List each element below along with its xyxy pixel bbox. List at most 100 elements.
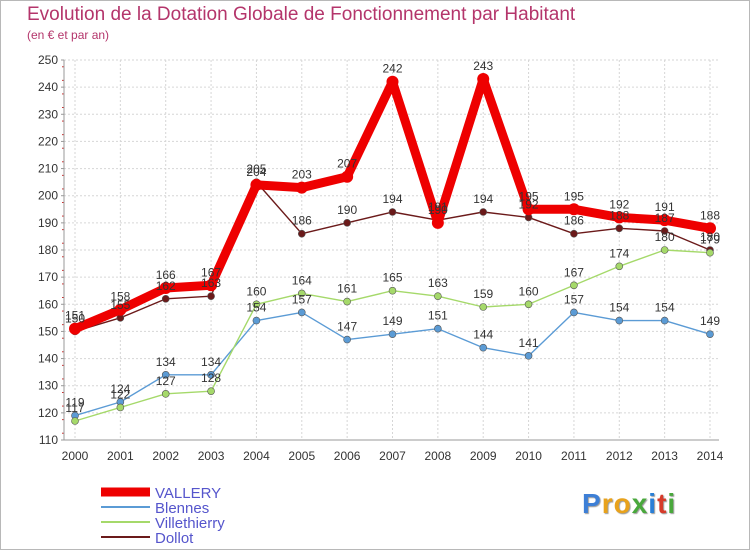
data-label-vallery: 167: [201, 265, 221, 279]
data-label-vallery: 191: [655, 200, 675, 214]
x-tick-label: 2012: [606, 449, 633, 463]
data-label-dollot: 180: [700, 230, 720, 244]
data-point-dollot: [570, 229, 578, 238]
data-label-blennes: 147: [337, 320, 357, 334]
data-label-blennes: 151: [428, 309, 448, 323]
logo-letter: r: [601, 488, 614, 519]
data-label-vallery: 151: [65, 309, 85, 323]
data-point-vallery: [431, 216, 444, 229]
data-label-dollot: 194: [473, 192, 493, 206]
data-point-dollot: [388, 208, 397, 216]
data-label-blennes: 154: [655, 301, 675, 315]
y-tick-label: 120: [38, 406, 58, 420]
data-point-blennes: [161, 371, 170, 379]
data-label-dollot: 188: [609, 208, 629, 222]
data-point-dollot: [479, 208, 488, 216]
y-tick-label: 230: [38, 107, 58, 121]
data-point-blennes: [434, 324, 442, 333]
data-point-villethierry: [388, 286, 397, 295]
data-point-villethierry: [706, 248, 714, 257]
data-point-vallery: [159, 282, 172, 294]
x-tick-label: 2005: [288, 449, 315, 463]
y-tick-label: 160: [38, 297, 58, 311]
legend-label-vallery: VALLERY: [155, 485, 221, 502]
data-point-vallery: [658, 214, 671, 227]
data-label-villethierry: 117: [65, 401, 84, 415]
x-tick-label: 2008: [425, 449, 452, 463]
data-point-villethierry: [71, 417, 79, 425]
x-tick-label: 2009: [470, 449, 497, 463]
x-tick-label: 2004: [243, 449, 270, 463]
data-label-blennes: 157: [564, 292, 584, 306]
y-tick-label: 250: [38, 53, 58, 67]
data-label-vallery: 243: [473, 59, 493, 73]
y-tick-label: 140: [38, 352, 58, 366]
y-tick-label: 200: [38, 189, 58, 203]
data-label-dollot: 150: [65, 311, 85, 325]
data-label-vallery: 192: [609, 197, 629, 211]
data-point-villethierry: [116, 403, 125, 412]
data-label-dollot: 186: [292, 214, 312, 228]
data-label-villethierry: 161: [337, 282, 357, 296]
data-label-vallery: 188: [700, 208, 720, 222]
data-point-blennes: [388, 330, 397, 338]
data-label-vallery: 204: [246, 165, 266, 179]
data-point-vallery: [205, 279, 218, 292]
x-tick-label: 2010: [515, 449, 542, 463]
data-label-vallery: 190: [428, 203, 448, 217]
data-label-blennes: 149: [700, 314, 720, 328]
data-label-blennes: 134: [156, 355, 176, 369]
data-point-dollot: [660, 227, 669, 235]
data-label-villethierry: 160: [246, 284, 266, 298]
data-label-villethierry: 160: [519, 284, 539, 298]
data-point-blennes: [570, 308, 578, 317]
data-point-blennes: [343, 335, 351, 344]
data-label-vallery: 166: [156, 268, 176, 282]
y-tick-label: 110: [39, 433, 58, 447]
logo-letter: x: [631, 488, 649, 519]
data-point-dollot: [343, 219, 351, 227]
data-label-blennes: 149: [382, 314, 402, 328]
data-label-villethierry: 174: [609, 246, 629, 260]
y-tick-label: 130: [38, 379, 58, 393]
x-tick-label: 2001: [107, 449, 134, 463]
y-tick-label: 210: [38, 162, 58, 176]
data-point-villethierry: [615, 262, 624, 271]
legend-label-dollot: Dollot: [155, 530, 194, 547]
data-point-vallery: [386, 75, 399, 88]
data-label-vallery: 158: [110, 290, 130, 304]
data-point-vallery: [567, 203, 580, 216]
data-label-vallery: 195: [564, 189, 584, 203]
data-label-vallery: 207: [337, 157, 357, 171]
legend-label-blennes: Blennes: [155, 500, 209, 517]
x-tick-label: 2014: [697, 449, 724, 463]
x-tick-label: 2013: [651, 449, 678, 463]
data-label-blennes: 119: [65, 396, 84, 410]
data-point-villethierry: [524, 300, 533, 309]
data-label-dollot: 194: [382, 192, 402, 206]
data-point-vallery: [69, 322, 81, 335]
data-label-blennes: 124: [110, 382, 130, 396]
data-label-vallery: 203: [292, 168, 312, 182]
logo-letter: o: [613, 488, 632, 519]
data-point-dollot: [207, 292, 215, 300]
data-point-villethierry: [252, 300, 261, 309]
data-label-dollot: 190: [337, 203, 357, 217]
data-point-vallery: [295, 181, 308, 194]
y-tick-label: 240: [38, 80, 58, 94]
data-label-villethierry: 163: [428, 276, 448, 290]
y-tick-label: 150: [38, 324, 58, 338]
data-point-blennes: [615, 316, 624, 325]
x-tick-label: 2011: [561, 449, 587, 463]
data-label-dollot: 163: [201, 276, 221, 290]
data-point-vallery: [114, 303, 127, 316]
y-tick-label: 220: [38, 134, 58, 148]
y-tick-label: 190: [38, 216, 58, 230]
data-label-villethierry: 159: [473, 287, 493, 301]
data-point-dollot: [297, 229, 306, 238]
data-label-blennes: 157: [292, 292, 312, 306]
data-point-vallery: [522, 203, 535, 216]
data-point-villethierry: [479, 303, 488, 311]
data-point-villethierry: [570, 281, 578, 290]
